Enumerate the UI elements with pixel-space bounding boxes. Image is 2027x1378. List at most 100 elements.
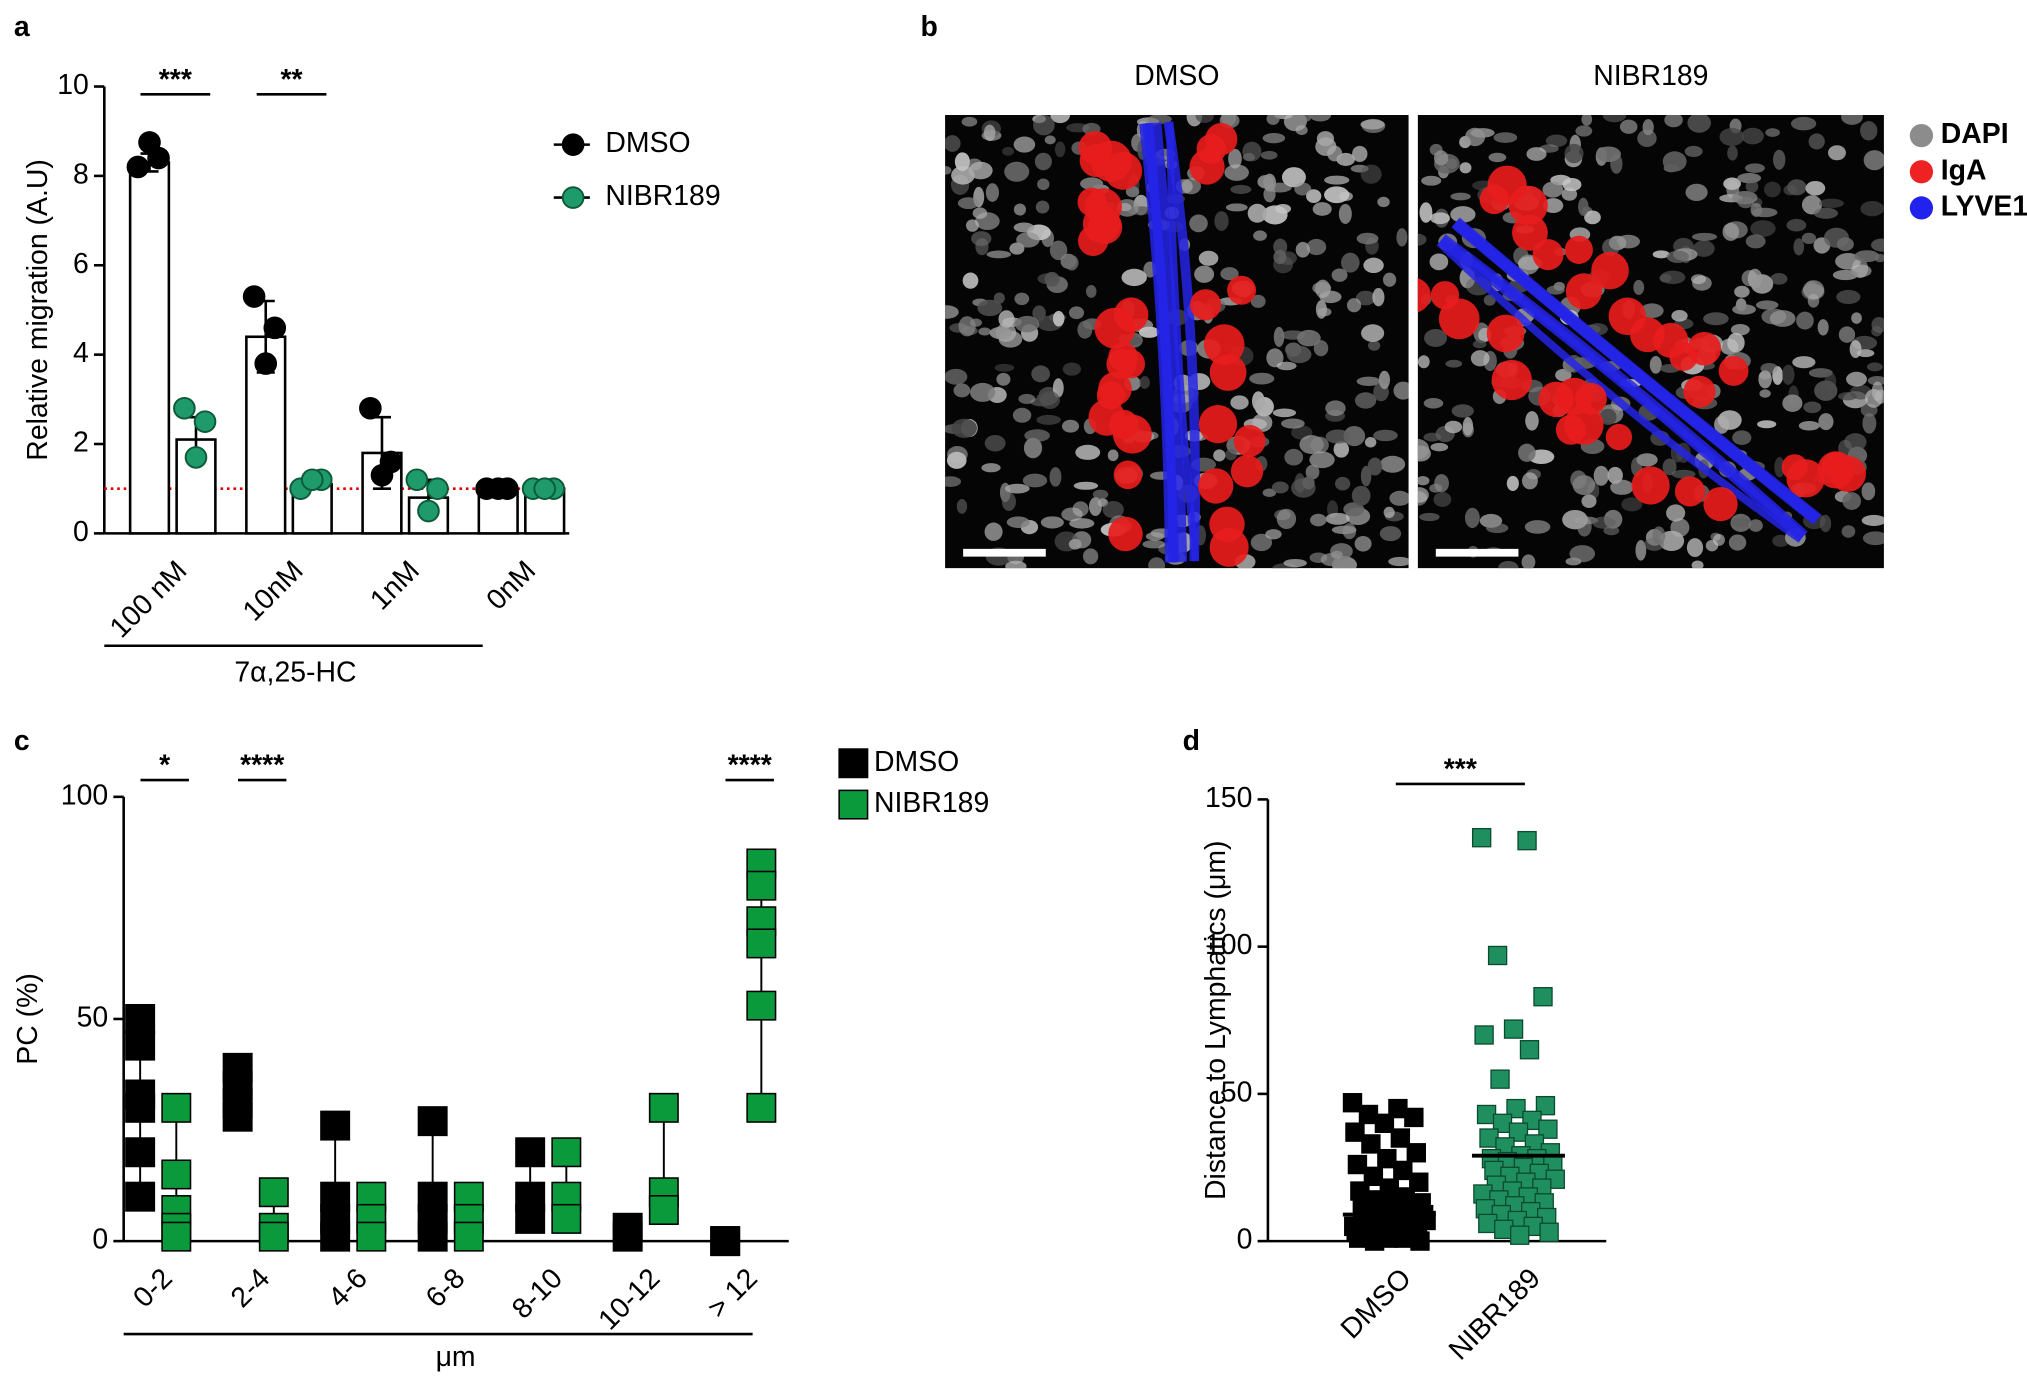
nucleus [1748, 519, 1763, 532]
nucleus [1068, 538, 1082, 550]
iga-cell [1094, 307, 1136, 349]
nucleus [1805, 180, 1826, 196]
data-point [258, 1177, 289, 1208]
nucleus [996, 372, 1011, 386]
data-point [359, 396, 382, 420]
nucleus [1434, 474, 1449, 493]
nucleus [1333, 441, 1350, 458]
lymphatic [1139, 122, 1177, 563]
nucleus [1220, 267, 1239, 281]
nucleus [1824, 372, 1837, 391]
nucleus [1247, 203, 1267, 223]
nucleus [1271, 481, 1289, 494]
nucleus [1343, 502, 1365, 517]
nucleus [1728, 534, 1747, 551]
nucleus [1417, 476, 1430, 486]
data-point [1393, 1160, 1413, 1181]
nucleus [1783, 184, 1798, 196]
nucleus [1450, 192, 1471, 201]
nucleus [1012, 407, 1032, 423]
nucleus [1312, 202, 1332, 216]
nucleus [1379, 455, 1406, 473]
nucleus [1602, 114, 1627, 123]
nucleus [1378, 370, 1390, 390]
iga-cell [1112, 414, 1152, 454]
nucleus [1445, 359, 1463, 368]
nucleus [1796, 311, 1814, 330]
nucleus [1147, 114, 1172, 124]
nucleus [1092, 489, 1109, 500]
data-point [648, 1092, 679, 1123]
data-point [320, 1221, 351, 1252]
data-point [1363, 1166, 1384, 1187]
data-point [193, 410, 217, 433]
data-point [417, 499, 440, 523]
nucleus [1324, 186, 1350, 204]
data-point [125, 1092, 156, 1123]
nucleus [965, 219, 979, 232]
nucleus [984, 522, 1003, 541]
nucleus [1049, 240, 1068, 261]
y-tick-label: 100 [1205, 929, 1252, 961]
nucleus [1856, 349, 1875, 358]
nucleus [1295, 241, 1310, 258]
data-point [1404, 1107, 1424, 1128]
nucleus [1575, 125, 1593, 137]
nucleus [1065, 255, 1079, 271]
nucleus [1085, 284, 1097, 298]
nucleus [1603, 526, 1620, 536]
nucleus [1561, 187, 1578, 201]
data-point [405, 468, 429, 492]
nucleus [1518, 443, 1536, 462]
nucleus [1075, 444, 1101, 460]
nucleus [1198, 250, 1219, 266]
nucleus [1429, 253, 1449, 271]
data-point [161, 1159, 192, 1190]
y-tick-label: 150 [1205, 782, 1252, 814]
iga-cell [1113, 460, 1143, 490]
bar [128, 161, 171, 535]
nucleus [1782, 394, 1803, 412]
nucleus [1871, 238, 1884, 252]
nucleus [1325, 429, 1351, 444]
nucleus [1837, 392, 1857, 401]
nucleus [1684, 145, 1703, 157]
nucleus [1488, 152, 1507, 163]
legend-label: IgA [1941, 154, 1987, 186]
y-tick-label: 100 [61, 779, 108, 811]
data-point [1409, 1172, 1429, 1192]
nucleus [1649, 356, 1662, 374]
nucleus [1835, 253, 1861, 270]
data-point [417, 1221, 448, 1252]
data-point [1364, 1231, 1385, 1251]
nucleus [1393, 381, 1409, 400]
nucleus [1757, 420, 1777, 429]
nucleus [1037, 178, 1050, 191]
nucleus [1082, 548, 1099, 565]
panel-letter: b [921, 11, 938, 43]
x-axis-label: μm [436, 1341, 476, 1373]
data-point [1342, 1093, 1363, 1113]
data-point [1508, 1122, 1529, 1142]
iga-cell [1512, 214, 1548, 251]
nucleus [1714, 415, 1730, 434]
iga-cell [1605, 423, 1633, 451]
nucleus [1006, 516, 1030, 528]
nucleus [1142, 540, 1166, 549]
nucleus [1335, 476, 1351, 491]
data-point [1487, 945, 1508, 966]
nucleus [1325, 400, 1346, 417]
data-point [1535, 1095, 1556, 1116]
micrograph [945, 114, 1409, 569]
legend-label: NIBR189 [874, 787, 989, 819]
nucleus [1061, 507, 1083, 522]
nucleus [989, 326, 1012, 340]
nucleus [1687, 114, 1711, 133]
nucleus [1331, 550, 1343, 559]
nucleus [1230, 184, 1252, 194]
panel-letter: c [14, 725, 30, 757]
nucleus [978, 327, 992, 336]
nucleus [1040, 516, 1064, 529]
nucleus [1228, 148, 1242, 169]
data-point [1474, 1025, 1494, 1045]
